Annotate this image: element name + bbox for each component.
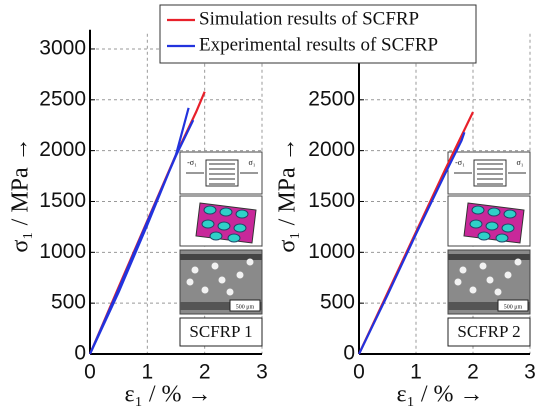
y-tick-label: 500	[51, 291, 86, 314]
y-tick-label: 2500	[39, 87, 86, 110]
x-tick-label: 1	[410, 361, 422, 384]
legend-label: Simulation results of SCFRP	[199, 8, 419, 29]
fiber	[227, 233, 241, 243]
x-tick-label: 2	[199, 361, 211, 384]
fiber	[209, 231, 223, 241]
y-tick-label: 500	[320, 291, 355, 314]
scale-box	[229, 299, 261, 312]
y-axis-label: σ₁ / MPa →	[8, 137, 34, 252]
fiber	[501, 223, 515, 233]
inset-label: SCFRP 1	[189, 322, 252, 341]
inset-stress-label: -σ₁	[187, 158, 197, 167]
inset-stress-label: σ₁	[248, 158, 255, 167]
inset-label-box	[179, 317, 263, 347]
fiber	[477, 231, 491, 241]
y-tick-label: 2500	[308, 87, 355, 110]
y-tick-label: 1000	[308, 240, 355, 263]
fiber-section	[186, 278, 194, 286]
scale-bar-label: 500 μm	[504, 304, 523, 310]
scale-box	[497, 299, 529, 312]
fiber-section	[191, 266, 199, 274]
x-tick-label: 1	[141, 361, 153, 384]
micrograph-band	[180, 302, 262, 310]
fiber-section	[459, 266, 467, 274]
y-tick-label: 0	[343, 342, 355, 365]
fiber	[495, 233, 509, 243]
fiber	[201, 219, 215, 229]
micrograph-band	[448, 302, 530, 310]
fiber-section	[494, 288, 502, 296]
y-axis-label: σ₁ / MPa →	[275, 137, 301, 252]
fiber	[503, 209, 517, 219]
inset-stress-label: σ₁	[516, 158, 523, 167]
fiber-section	[454, 278, 462, 286]
fiber-section	[246, 258, 254, 266]
x-tick-label: 3	[256, 361, 268, 384]
fiber-section	[236, 271, 244, 279]
fiber	[469, 219, 483, 229]
fiber	[485, 221, 499, 231]
legend-box	[159, 4, 477, 64]
y-tick-label: 1500	[39, 189, 86, 212]
fiber	[219, 207, 233, 217]
fiber-section	[211, 262, 219, 270]
fiber	[235, 209, 249, 219]
legend-label: Experimental results of SCFRP	[199, 34, 438, 55]
fiber	[487, 207, 501, 217]
micrograph-band	[448, 254, 530, 260]
micrograph-band	[180, 254, 262, 260]
x-tick-label: 2	[467, 361, 479, 384]
scale-bar-label: 500 μm	[236, 304, 255, 310]
fiber-section	[469, 286, 477, 294]
fiber-section	[514, 258, 522, 266]
x-axis-label: ε₁ / % →	[124, 382, 211, 408]
fiber-section	[479, 262, 487, 270]
y-tick-label: 1000	[39, 240, 86, 263]
y-tick-label: 3000	[39, 36, 86, 59]
fiber-section	[201, 286, 209, 294]
x-tick-label: 0	[353, 361, 365, 384]
x-axis-label: ε₁ / % →	[396, 382, 483, 408]
y-tick-label: 0	[74, 342, 86, 365]
fiber	[203, 205, 217, 215]
inset-label: SCFRP 2	[457, 322, 520, 341]
fiber-section	[504, 271, 512, 279]
data-line	[88, 107, 195, 355]
fiber-section	[218, 276, 226, 284]
y-tick-label: 2000	[308, 138, 355, 161]
x-tick-label: 3	[524, 361, 536, 384]
y-tick-label: 2000	[39, 138, 86, 161]
inset-label-box	[447, 317, 531, 347]
fiber-section	[226, 288, 234, 296]
data-line	[358, 131, 466, 355]
fiber	[217, 221, 231, 231]
fiber	[233, 223, 247, 233]
x-tick-label: 0	[84, 361, 96, 384]
fiber	[471, 205, 485, 215]
y-tick-label: 1500	[308, 189, 355, 212]
fiber-section	[486, 276, 494, 284]
inset-stress-label: -σ₁	[455, 158, 465, 167]
